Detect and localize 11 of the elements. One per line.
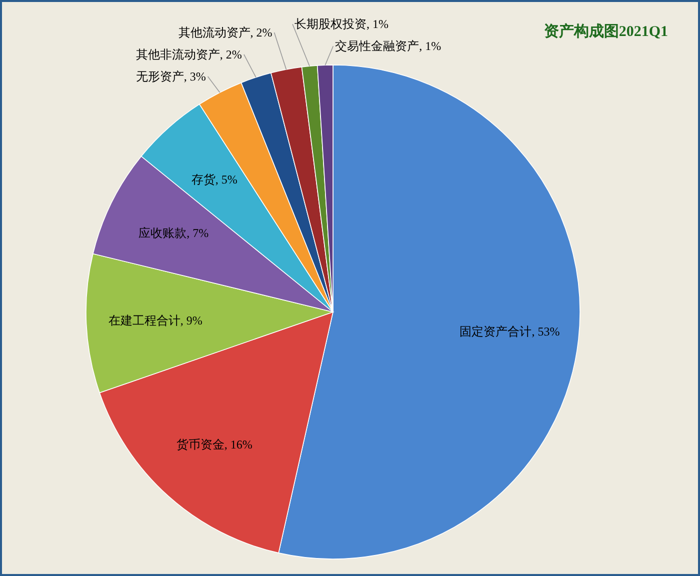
slice-label: 在建工程合计, 9% xyxy=(108,313,202,328)
slice-label: 固定资产合计, 53% xyxy=(460,324,560,339)
slice-label: 无形资产, 3% xyxy=(136,69,206,84)
slice-label: 其他非流动资产, 2% xyxy=(136,47,242,62)
slice-label: 存货, 5% xyxy=(191,172,238,186)
chart-title: 资产构成图2021Q1 xyxy=(544,23,668,40)
slice-label: 长期股权投资, 1% xyxy=(294,17,389,32)
slice-label: 应收账款, 7% xyxy=(138,226,209,240)
slice-label: 其他流动资产, 2% xyxy=(178,25,272,40)
slice-label: 交易性金融资产, 1% xyxy=(335,39,442,54)
slice-label: 货币资金, 16% xyxy=(176,438,252,452)
